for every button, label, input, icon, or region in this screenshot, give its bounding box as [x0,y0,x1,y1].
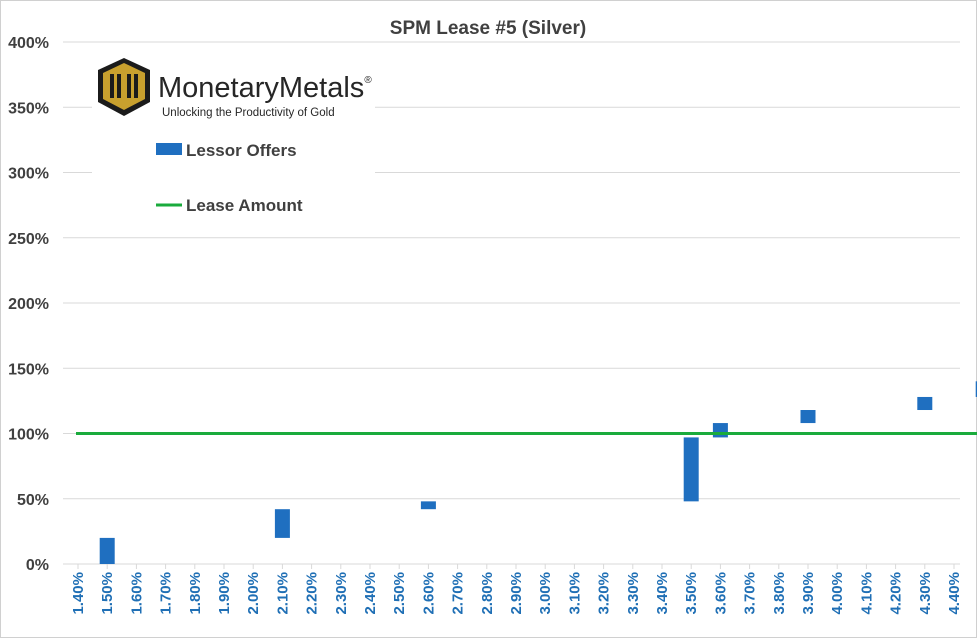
chart-title: SPM Lease #5 (Silver) [390,18,586,39]
lessor-offer-bar [683,437,699,502]
y-tick-label: 200% [8,296,49,313]
y-axis-ticks: 0% 50% 100% 150% 200% 250% 300% 350% 400% [8,35,49,574]
legend: Lessor Offers Lease Amount [156,141,303,215]
legend-swatch-lessor-offers [156,143,182,155]
x-tick-label: 4.20% [888,572,905,615]
x-tick-label: 1.80% [187,572,204,615]
logo-name: MonetaryMetals® [158,72,372,104]
x-tick-label: 2.50% [391,572,408,615]
x-tick-label: 2.60% [420,572,437,615]
x-tick-label: 2.00% [245,572,262,615]
y-tick-label: 150% [8,361,49,378]
x-tick-label: 1.90% [216,572,233,615]
x-tick-label: 4.40% [946,572,963,615]
x-tick-label: 3.10% [566,572,583,615]
x-tick-label: 3.20% [596,572,613,615]
x-tick-label: 2.10% [274,572,291,615]
lessor-offer-bar [712,423,728,438]
x-tick-label: 3.30% [625,572,642,615]
monetary-metals-logo: MonetaryMetals® Unlocking the Productivi… [98,58,372,119]
logo-registered-mark: ® [364,75,372,86]
lessor-offer-bar [975,381,977,397]
x-tick-label: 1.60% [128,572,145,615]
lessor-offers-bars [99,381,977,564]
x-tick-label: 3.90% [800,572,817,615]
lessor-offer-bar [800,410,816,424]
x-axis-ticks: 1.40% 1.50% 1.60% 1.70% 1.80% 1.90% 2.00% 2.10%… [70,564,977,619]
y-tick-label: 0% [26,557,49,574]
x-tick-label: 3.40% [654,572,671,615]
x-tick-label: 3.80% [771,572,788,615]
x-tick-label: 2.90% [508,572,525,615]
y-tick-label: 250% [8,231,49,248]
x-tick-label: 4.30% [917,572,934,615]
x-tick-label: 1.50% [99,572,116,615]
y-tick-label: 400% [8,35,49,52]
legend-label-lease-amount: Lease Amount [186,196,303,215]
y-tick-label: 300% [8,166,49,183]
x-tick-label: 2.20% [304,572,321,615]
lessor-offer-bar [274,509,290,538]
x-tick-label: 1.40% [70,572,87,615]
x-tick-label: 3.50% [683,572,700,615]
x-tick-label: 4.00% [829,572,846,615]
x-tick-label: 3.00% [537,572,554,615]
x-tick-label: 1.70% [158,572,175,615]
x-tick-label: 2.40% [362,572,379,615]
x-tick-label: 2.80% [479,572,496,615]
logo-tagline: Unlocking the Productivity of Gold [162,107,335,119]
y-tick-label: 50% [17,492,49,509]
x-tick-label: 4.5% + [975,572,977,619]
x-tick-label: 2.30% [333,572,350,615]
lessor-offer-bar [420,501,436,510]
x-tick-label: 3.70% [742,572,759,615]
y-tick-label: 100% [8,427,49,444]
lessor-offer-bar [917,396,933,411]
x-tick-label: 4.10% [858,572,875,615]
x-tick-label: 3.60% [712,572,729,615]
lessor-offer-bar [99,537,115,564]
y-tick-label: 350% [8,100,49,117]
legend-label-lessor-offers: Lessor Offers [186,141,297,160]
x-tick-label: 2.70% [450,572,467,615]
